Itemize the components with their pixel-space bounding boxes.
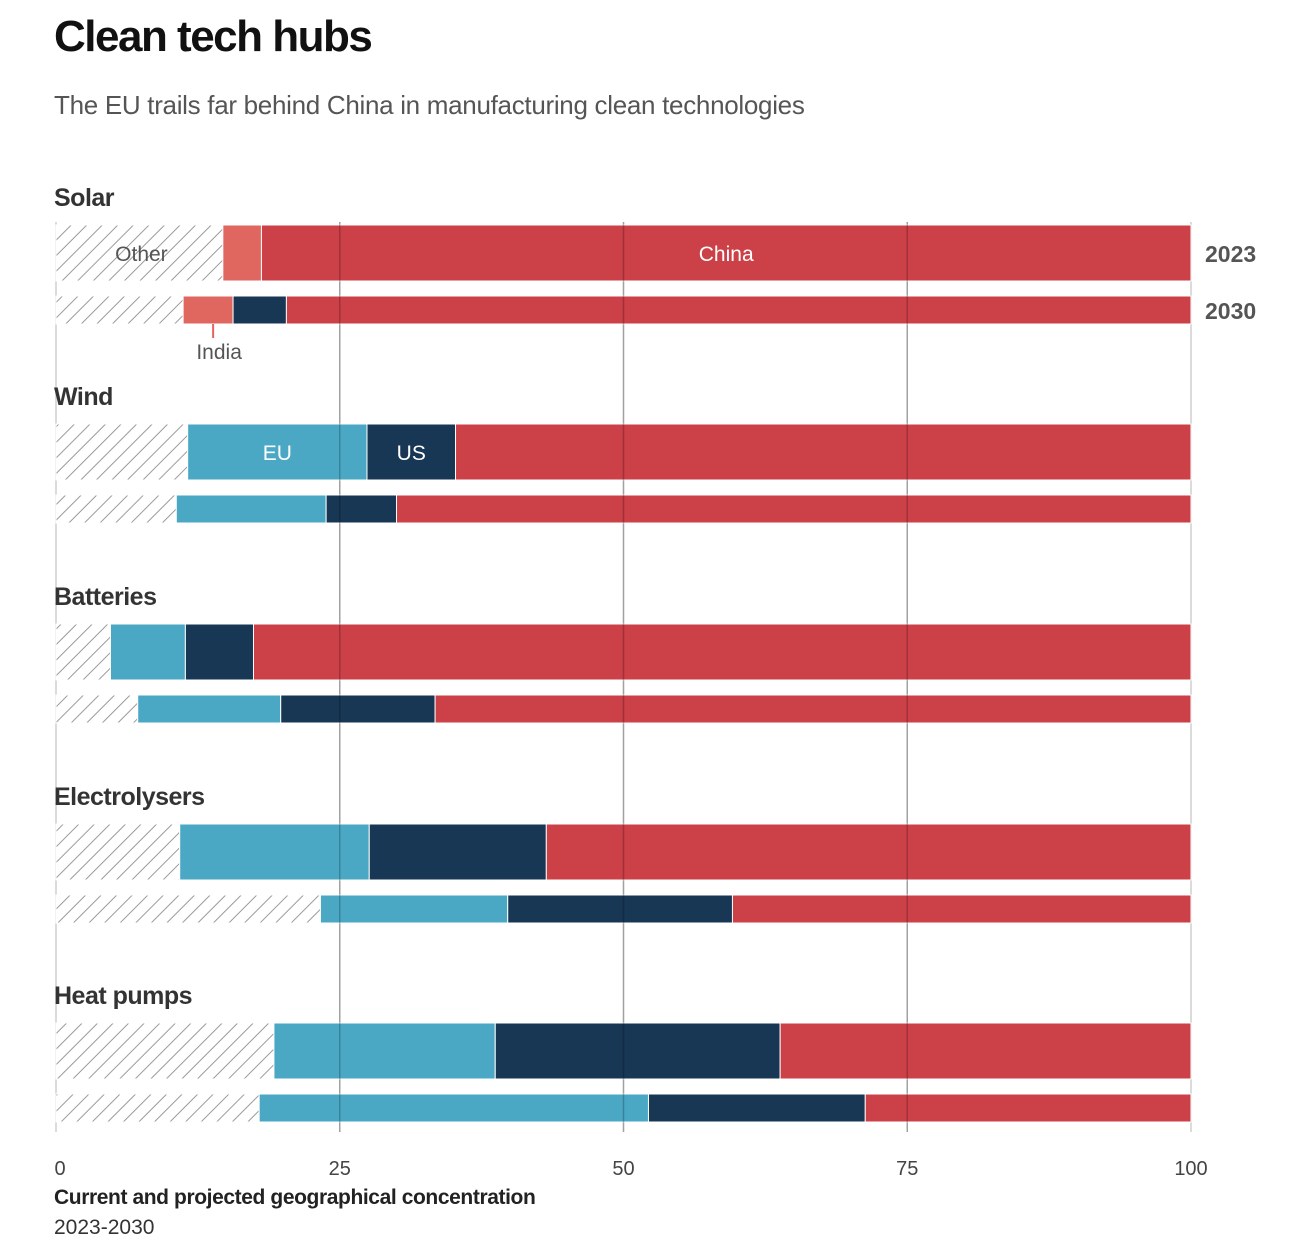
bar-wind-2030-eu xyxy=(175,494,327,524)
x-tick-label-25: 25 xyxy=(329,1158,351,1180)
segment-label-other: Other xyxy=(115,243,168,266)
x-axis-sublabel: 2023-2030 xyxy=(54,1216,154,1239)
bar-wind-2030-us xyxy=(325,494,398,524)
bar-solar-2023-india xyxy=(222,224,262,282)
bar-electrolysers-2023-china xyxy=(545,823,1192,881)
bar-solar-2030-other xyxy=(55,295,184,325)
bar-heat-pumps-2030-us xyxy=(647,1093,866,1123)
bar-electrolysers-2023-us xyxy=(368,823,547,881)
bar-batteries-2023-us xyxy=(184,623,254,681)
bar-wind-2023-other xyxy=(55,423,189,481)
bar-electrolysers-2023-other xyxy=(55,823,181,881)
x-tick-label-75: 75 xyxy=(896,1158,918,1180)
bar-electrolysers-2030-other xyxy=(55,894,321,924)
bar-electrolysers-2023-eu xyxy=(179,823,370,881)
group-label-solar: Solar xyxy=(54,184,115,212)
bar-heat-pumps-2030-other xyxy=(55,1093,260,1123)
x-tick-label-100: 100 xyxy=(1174,1158,1207,1180)
bar-electrolysers-2030-eu xyxy=(319,894,509,924)
year-label-2023: 2023 xyxy=(1205,241,1256,267)
segment-label-eu: EU xyxy=(263,442,292,465)
bar-heat-pumps-2023-eu xyxy=(273,1022,496,1080)
x-axis-label: Current and projected geographical conce… xyxy=(54,1186,535,1209)
bar-batteries-2030-us xyxy=(280,694,436,724)
bar-batteries-2023-eu xyxy=(109,623,186,681)
gridlines-overlay xyxy=(339,222,908,1132)
x-tick-label-0: 0 xyxy=(54,1158,65,1180)
segment-label-india: India xyxy=(196,341,242,364)
chart-subtitle: The EU trails far behind China in manufa… xyxy=(54,90,805,120)
year-label-2030: 2030 xyxy=(1205,298,1256,324)
x-tick-label-50: 50 xyxy=(612,1158,634,1180)
bar-batteries-2023-other xyxy=(55,623,111,681)
bar-heat-pumps-2030-eu xyxy=(258,1093,649,1123)
bar-solar-2030-china xyxy=(285,295,1192,325)
bar-batteries-2030-eu xyxy=(137,694,282,724)
bar-solar-2030-us xyxy=(232,295,287,325)
bar-heat-pumps-2023-us xyxy=(494,1022,781,1080)
bar-heat-pumps-2023-china xyxy=(779,1022,1192,1080)
group-label-electrolysers: Electrolysers xyxy=(54,783,205,811)
bar-batteries-2023-china xyxy=(252,623,1192,681)
bar-solar-2030-india xyxy=(182,295,234,325)
bar-heat-pumps-2023-other xyxy=(55,1022,275,1080)
segment-label-us: US xyxy=(397,442,426,465)
bar-wind-2030-other xyxy=(55,494,177,524)
bar-wind-2023-eu xyxy=(187,423,368,481)
labels: 0 25 50 75 100 Solar Other China 2023 India 2030 Wi… xyxy=(54,184,1256,1239)
segment-label-china: China xyxy=(699,243,754,266)
bar-electrolysers-2030-china xyxy=(731,894,1192,924)
bar-wind-2030-china xyxy=(396,494,1192,524)
bar-electrolysers-2030-us xyxy=(507,894,733,924)
bar-wind-2023-us xyxy=(366,423,457,481)
bar-batteries-2030-other xyxy=(55,694,139,724)
chart-title: Clean tech hubs xyxy=(54,12,373,61)
group-label-batteries: Batteries xyxy=(54,583,157,611)
bar-solar-2023-other xyxy=(55,224,224,282)
group-label-wind: Wind xyxy=(54,383,113,411)
bar-heat-pumps-2030-china xyxy=(864,1093,1192,1123)
bar-wind-2023-china xyxy=(455,423,1192,481)
group-label-heat-pumps: Heat pumps xyxy=(54,982,192,1010)
bar-solar-2023-china xyxy=(260,224,1192,282)
bars xyxy=(55,224,1192,1123)
bar-batteries-2030-china xyxy=(434,694,1192,724)
